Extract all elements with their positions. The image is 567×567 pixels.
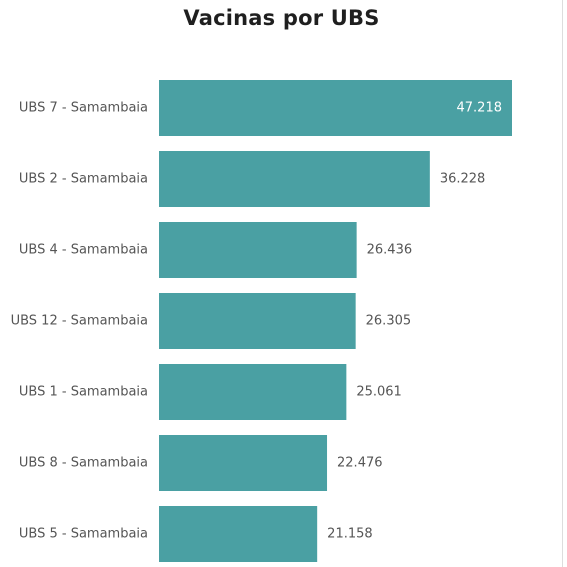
- bar[interactable]: [159, 80, 512, 136]
- category-label: UBS 1 - Samambaia: [19, 385, 148, 400]
- data-label: 26.305: [366, 314, 412, 329]
- data-label: 25.061: [356, 385, 402, 400]
- bar[interactable]: [159, 364, 347, 420]
- bar[interactable]: [159, 293, 356, 349]
- category-label: UBS 7 - Samambaia: [19, 101, 148, 116]
- bar[interactable]: [159, 151, 430, 207]
- bar[interactable]: [159, 435, 328, 491]
- data-label: 22.476: [337, 456, 383, 471]
- bar[interactable]: [159, 506, 318, 562]
- category-label: UBS 5 - Samambaia: [19, 527, 148, 542]
- data-label: 26.436: [367, 243, 413, 258]
- category-label: UBS 12 - Samambaia: [11, 314, 148, 329]
- data-label: 47.218: [457, 101, 503, 116]
- category-label: UBS 2 - Samambaia: [19, 172, 148, 187]
- data-label: 36.228: [440, 172, 486, 187]
- category-label: UBS 8 - Samambaia: [19, 456, 148, 471]
- chart-title: Vacinas por UBS: [183, 6, 380, 30]
- bar[interactable]: [159, 222, 357, 278]
- category-label: UBS 4 - Samambaia: [19, 243, 148, 258]
- data-label: 21.158: [327, 527, 373, 542]
